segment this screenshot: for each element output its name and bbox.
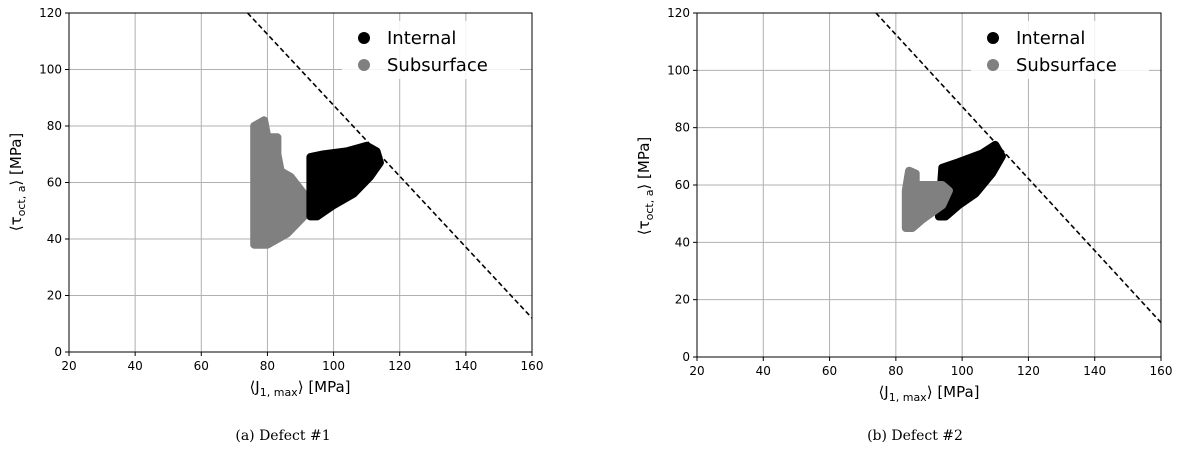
y-tick-label: 40	[47, 232, 62, 246]
y-tick-label: 120	[667, 6, 690, 20]
threshold-line-group	[247, 13, 532, 319]
y-axis-label: ⟨τoct, a⟩ [MPa]	[635, 137, 656, 236]
legend-label-subsurface: Subsurface	[387, 55, 488, 76]
x-tick-label: 160	[1150, 364, 1173, 378]
y-tick-labels: 0 20 40 60 80 100 120	[39, 6, 69, 359]
x-tick-label: 120	[1017, 364, 1040, 378]
y-tick-label: 0	[682, 350, 690, 364]
legend: Internal Subsurface	[342, 21, 520, 79]
x-tick-label: 80	[260, 359, 275, 373]
y-tick-label: 80	[675, 121, 690, 135]
y-tick-label: 100	[667, 63, 690, 77]
legend-box	[342, 21, 520, 79]
y-tick-label: 20	[675, 293, 690, 307]
threshold-line	[875, 13, 1161, 324]
x-tick-label: 100	[951, 364, 974, 378]
x-tick-label: 60	[194, 359, 209, 373]
x-tick-label: 20	[61, 359, 76, 373]
y-tick-label: 0	[54, 345, 62, 359]
legend-marker-subsurface	[987, 59, 999, 71]
x-tick-labels: 20 40 60 80 100 120 140 160	[61, 352, 543, 373]
y-tick-label: 40	[675, 235, 690, 249]
x-tick-label: 80	[888, 364, 903, 378]
x-tick-label: 140	[454, 359, 477, 373]
legend-marker-subsurface	[358, 59, 370, 71]
x-tick-labels: 20 40 60 80 100 120 140 160	[689, 357, 1172, 378]
series-regions	[250, 116, 384, 249]
series-region-subsurface	[250, 116, 312, 249]
y-tick-label: 120	[39, 6, 62, 20]
y-tick-label: 60	[47, 176, 62, 190]
x-axis-label: ⟨J1, max⟩ [MPa]	[249, 378, 350, 399]
series-region-subsurface	[901, 166, 953, 232]
legend-label-internal: Internal	[1016, 28, 1085, 49]
x-tick-label: 100	[322, 359, 345, 373]
threshold-line-group	[875, 13, 1161, 324]
caption-b: (b) Defect #2	[867, 428, 963, 444]
legend-marker-internal	[987, 32, 999, 44]
legend-label-internal: Internal	[387, 28, 456, 49]
x-tick-label: 60	[822, 364, 837, 378]
y-tick-labels: 0 20 40 60 80 100 120	[667, 6, 697, 364]
caption-a: (a) Defect #1	[235, 428, 330, 444]
series-region-internal	[934, 140, 1006, 221]
y-axis-label: ⟨τoct, a⟩ [MPa]	[7, 133, 28, 232]
x-tick-label: 160	[521, 359, 544, 373]
x-tick-label: 20	[689, 364, 704, 378]
y-tick-label: 60	[675, 178, 690, 192]
y-tick-label: 20	[47, 289, 62, 303]
x-tick-label: 120	[388, 359, 411, 373]
legend-marker-internal	[358, 32, 370, 44]
legend-box	[971, 21, 1149, 79]
legend-label-subsurface: Subsurface	[1016, 55, 1117, 76]
series-region-internal	[306, 141, 384, 221]
y-tick-label: 80	[47, 119, 62, 133]
legend: Internal Subsurface	[971, 21, 1149, 79]
x-tick-label: 40	[756, 364, 771, 378]
threshold-line	[247, 13, 532, 319]
y-tick-label: 100	[39, 63, 62, 77]
x-tick-label: 140	[1083, 364, 1106, 378]
x-tick-label: 40	[128, 359, 143, 373]
series-regions	[901, 140, 1006, 232]
x-axis-label: ⟨J1, max⟩ [MPa]	[878, 383, 979, 404]
